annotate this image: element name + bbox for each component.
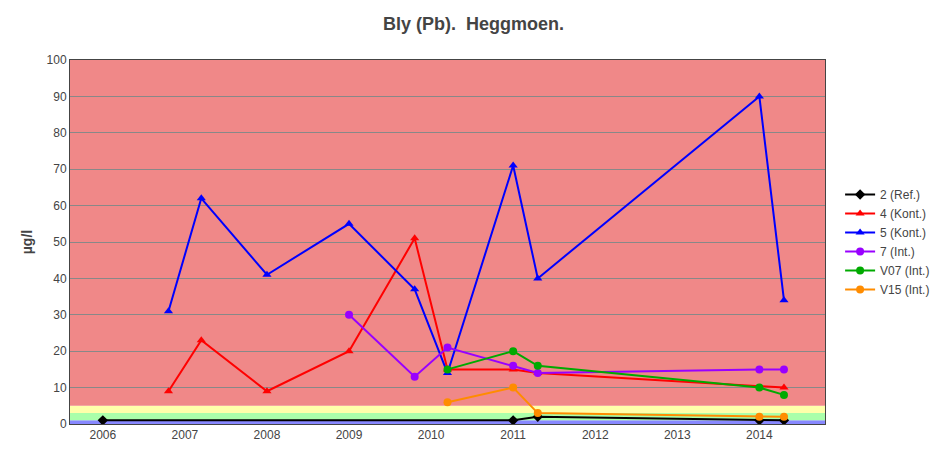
svg-text:V15 (Int.): V15 (Int.) — [880, 283, 929, 297]
svg-text:10: 10 — [53, 381, 67, 395]
svg-text:40: 40 — [53, 272, 67, 286]
svg-text:2014: 2014 — [746, 428, 773, 442]
svg-text:50: 50 — [53, 235, 67, 249]
svg-text:Bly (Pb). Heggmoen.: Bly (Pb). Heggmoen. — [383, 14, 564, 34]
svg-text:90: 90 — [53, 90, 67, 104]
svg-text:20: 20 — [53, 344, 67, 358]
svg-text:2012: 2012 — [582, 428, 609, 442]
svg-text:2013: 2013 — [664, 428, 691, 442]
svg-text:7 (Int.): 7 (Int.) — [880, 245, 915, 259]
svg-text:5 (Kont.): 5 (Kont.) — [880, 226, 926, 240]
svg-text:2009: 2009 — [336, 428, 363, 442]
svg-text:2011: 2011 — [500, 428, 526, 442]
svg-text:70: 70 — [53, 162, 67, 176]
svg-text:2006: 2006 — [89, 428, 116, 442]
svg-text:µg/l: µg/l — [19, 230, 35, 254]
svg-text:4 (Kont.): 4 (Kont.) — [880, 207, 926, 221]
svg-text:V07 (Int.): V07 (Int.) — [880, 264, 929, 278]
svg-text:2010: 2010 — [418, 428, 445, 442]
svg-text:80: 80 — [53, 126, 67, 140]
svg-text:30: 30 — [53, 308, 67, 322]
svg-text:2 (Ref.): 2 (Ref.) — [880, 188, 920, 202]
svg-text:100: 100 — [47, 53, 67, 67]
svg-text:60: 60 — [53, 199, 67, 213]
svg-text:0: 0 — [60, 417, 67, 431]
svg-text:2007: 2007 — [172, 428, 199, 442]
svg-text:2008: 2008 — [254, 428, 281, 442]
